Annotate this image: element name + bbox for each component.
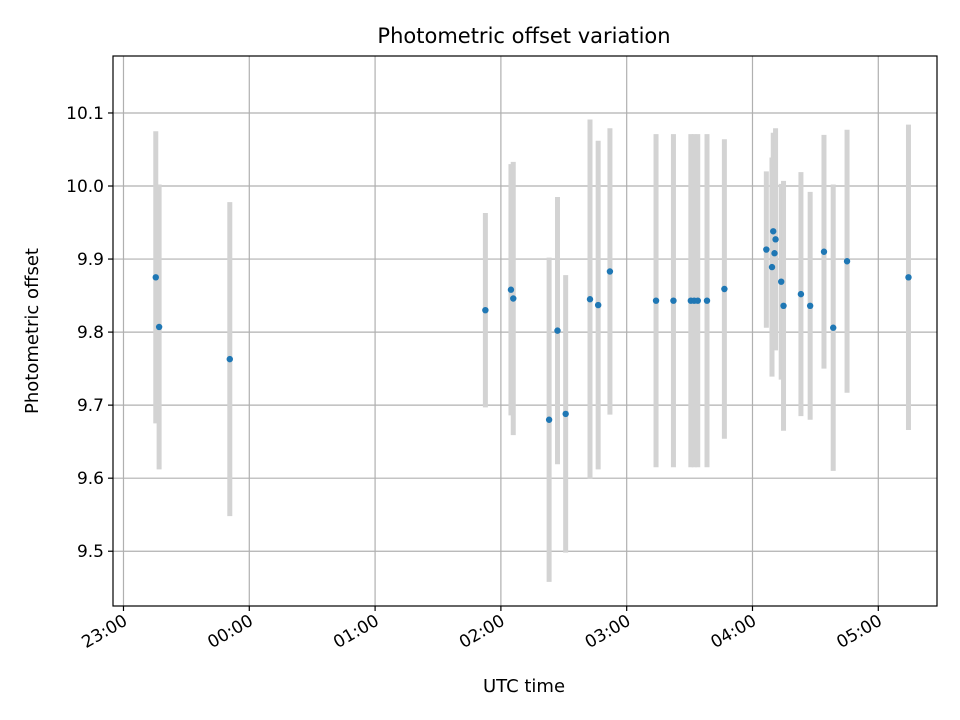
- data-point: [594, 301, 602, 309]
- data-point: [652, 297, 660, 304]
- data-point: [797, 290, 805, 298]
- data-point: [830, 324, 837, 331]
- data-point: [703, 297, 711, 304]
- data-point: [545, 416, 553, 423]
- y-tick-label: 9.8: [77, 323, 104, 343]
- y-tick-label: 9.9: [77, 250, 104, 270]
- y-axis: 9.5 9.6 9.7 9.8 9.9 10.0 10.1: [66, 104, 113, 562]
- x-axis-label: UTC time: [483, 676, 565, 697]
- data-point: [820, 248, 828, 255]
- data-point: [763, 246, 770, 253]
- data-point: [721, 285, 728, 293]
- data-point: [606, 268, 614, 275]
- data-point: [905, 274, 912, 281]
- data-point: [768, 263, 776, 271]
- data-point: [586, 296, 594, 303]
- data-point: [155, 323, 163, 331]
- data-point: [806, 302, 814, 310]
- data-point: [843, 258, 851, 265]
- data-point: [507, 286, 515, 293]
- y-tick-label: 10.0: [66, 177, 104, 197]
- data-point: [670, 297, 677, 304]
- plot-frame: [112, 55, 938, 607]
- data-points: [152, 228, 912, 423]
- data-point: [778, 278, 785, 285]
- data-point: [152, 274, 159, 281]
- y-axis-label: Photometric offset: [22, 248, 43, 414]
- data-point: [694, 297, 701, 304]
- y-tick-label: 10.1: [66, 104, 104, 124]
- chart-title: Photometric offset variation: [377, 24, 670, 48]
- y-tick-label: 9.6: [77, 469, 104, 489]
- data-point: [482, 306, 489, 314]
- data-point: [554, 327, 561, 334]
- y-tick-label: 9.7: [77, 396, 104, 416]
- data-point: [770, 228, 777, 235]
- data-point: [510, 295, 517, 302]
- data-point: [771, 250, 778, 257]
- y-tick-label: 9.5: [77, 542, 104, 562]
- data-point: [226, 355, 233, 363]
- data-point: [772, 236, 779, 243]
- data-point: [780, 302, 787, 310]
- data-point: [562, 410, 569, 418]
